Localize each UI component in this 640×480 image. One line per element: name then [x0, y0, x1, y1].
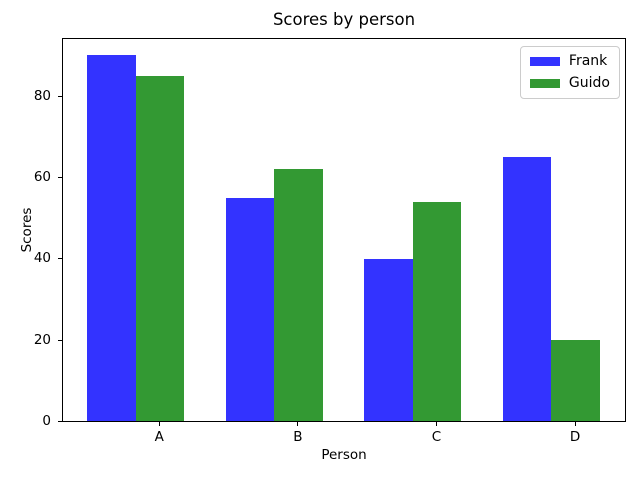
x-tick-mark: [436, 422, 437, 426]
y-tick-label: 80: [33, 87, 51, 104]
legend-swatch-guido: [529, 79, 560, 88]
x-tick-mark: [158, 422, 160, 426]
x-tick-mark: [574, 422, 576, 426]
y-tick-mark: [58, 258, 62, 260]
bar-frank-d: [502, 156, 552, 421]
chart-title: Scores by person: [272, 10, 416, 29]
bar-guido-d: [551, 339, 600, 421]
legend-label-frank: Frank: [568, 53, 608, 69]
x-tick-label-b: B: [293, 429, 303, 445]
y-tick-label: 0: [42, 413, 51, 429]
bar-guido-c: [412, 201, 462, 421]
bar-frank-b: [225, 197, 275, 421]
y-tick-mark: [58, 421, 62, 422]
y-tick-mark: [58, 339, 62, 341]
legend-item-frank: Frank: [529, 53, 610, 69]
legend-swatch-frank: [529, 57, 560, 66]
x-tick-label-c: C: [431, 429, 442, 445]
y-axis-label: Scores: [19, 207, 35, 253]
y-tick-mark: [58, 177, 62, 179]
legend-label-guido: Guido: [568, 75, 610, 91]
bar-guido-b: [274, 169, 323, 421]
x-axis-label: Person: [321, 447, 367, 463]
bar-guido-a: [135, 75, 184, 421]
bar-frank-a: [87, 55, 136, 421]
legend-item-guido: Guido: [529, 75, 610, 91]
x-tick-label-d: D: [569, 429, 581, 445]
y-tick-label: 60: [33, 169, 51, 186]
x-tick-label-a: A: [154, 429, 164, 445]
bar-frank-c: [364, 258, 413, 421]
x-tick-mark: [297, 422, 299, 426]
y-tick-mark: [58, 95, 62, 97]
legend: Frank Guido: [519, 46, 620, 99]
plot-area: Frank Guido: [62, 38, 626, 422]
y-tick-label: 40: [33, 250, 51, 267]
y-tick-label: 20: [33, 331, 51, 348]
